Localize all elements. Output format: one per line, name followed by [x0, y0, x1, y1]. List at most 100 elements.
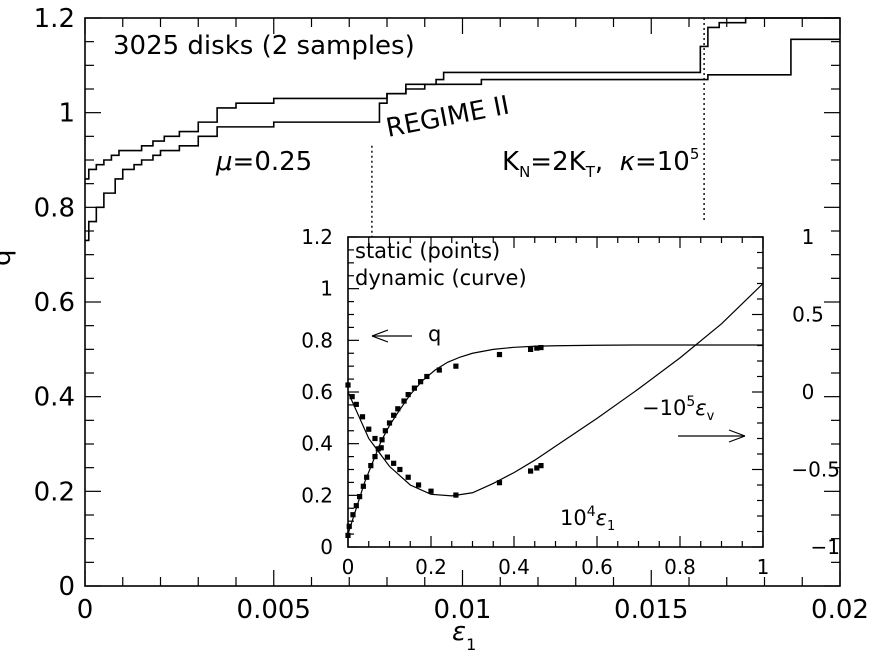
inset-ev-static-point	[453, 492, 459, 498]
inset-ev-static-point	[345, 382, 351, 388]
inset-legend-dynamic: dynamic (curve)	[355, 266, 527, 290]
inset-x-label-sub: 1	[607, 519, 615, 534]
inset-q-static-point	[372, 453, 378, 460]
inset-ev-static-point	[384, 454, 391, 460]
params-n-sub: N	[519, 163, 530, 181]
inset-y-left-tick-label: 0.2	[301, 483, 333, 507]
main-series-2-line	[85, 38, 840, 242]
params-sep: ,	[595, 147, 620, 177]
ev-label-eps: ε	[695, 396, 706, 420]
inset-series	[345, 283, 764, 538]
inset-y-right-tick-label: 0.5	[792, 303, 824, 327]
main-series-1-line	[85, 17, 840, 180]
inset-y-right-tick-label: −1	[811, 535, 840, 559]
inset-y-left-tick-label: 1.2	[301, 225, 333, 249]
q-arrow-label: q	[428, 322, 441, 346]
ev-label-exp: 5	[686, 394, 695, 410]
main-y-tick-label: 0.2	[34, 477, 75, 507]
main-ticks: 0 0.005 0.01 0.015 0.02 0 0.2 0.4 0.6 0.8 1 1.2	[34, 4, 869, 625]
inset-q-static-point	[534, 345, 540, 351]
main-series	[85, 17, 840, 242]
inset-y-right-tick-label: −0.5	[791, 458, 840, 482]
inset-y-right-tick-label: 0	[802, 380, 815, 404]
params-kappa: κ	[620, 147, 636, 177]
inset-x-tick-label: 0.6	[581, 555, 613, 579]
params-label: KN=2KT, κ=105	[502, 145, 699, 181]
inset-q-static-point	[345, 532, 351, 538]
params-eq: =10	[635, 147, 690, 177]
inset-y-left-tick-label: 0.6	[301, 380, 333, 404]
q-arrow	[371, 329, 412, 343]
inset-ev-dynamic-curve	[347, 283, 764, 497]
mu-value: =0.25	[233, 147, 313, 177]
inset-y-left-tick-label: 0.4	[301, 432, 333, 456]
main-dotted-lines	[371, 18, 705, 262]
inset-ticks: 0 0.2 0.4 0.6 0.8 100.20.40.60.811.2−1−0.500.…	[301, 225, 840, 579]
y-axis-label: q	[0, 249, 17, 266]
main-x-tick-label: 0.005	[237, 595, 311, 625]
inset-q-static-point	[360, 483, 366, 489]
inset-y-left-tick-label: 0.8	[301, 328, 333, 352]
q-arrow-head-top	[371, 329, 389, 337]
inset-ev-static-point	[534, 465, 540, 471]
inset-x-tick-label: 0.4	[498, 555, 530, 579]
inset-ev-static-point	[428, 488, 434, 494]
inset-q-static-point	[496, 351, 503, 358]
main-y-tick-label: 0.8	[34, 193, 75, 223]
inset-ev-static-point	[378, 445, 384, 451]
inset-ev-static-point	[415, 482, 422, 488]
inset-ev-static-point	[391, 460, 397, 466]
inset-q-static-point	[353, 503, 359, 509]
inset-q-static-point	[350, 512, 356, 518]
params-exp: 5	[690, 145, 700, 163]
inset-x-label-exp: 4	[587, 504, 596, 520]
inset-q-static-point	[368, 463, 374, 469]
inset-q-static-point	[538, 344, 544, 351]
inset-q-static-point	[395, 406, 401, 412]
ev-label: −105εv	[642, 394, 715, 424]
inset-q-static-point	[401, 398, 407, 404]
inset-ev-static-point	[538, 463, 544, 469]
inset-ev-static-point	[372, 435, 378, 442]
inset-q-static-point	[418, 379, 424, 385]
inset-q-static-point	[375, 446, 381, 452]
main-y-tick-label: 0.6	[34, 288, 75, 318]
inset-q-static-point	[379, 437, 385, 443]
regime-label: REGIME II	[384, 91, 512, 144]
inset-x-label-base: 10	[560, 506, 587, 530]
inset-y-left-tick-label: 1	[320, 277, 333, 301]
inset-x-label: 104ε1	[560, 504, 615, 534]
inset-x-tick-label: 1	[757, 555, 770, 579]
main-x-tick-label: 0	[77, 595, 94, 625]
inset-q-static-point	[528, 346, 534, 352]
inset-q-static-point	[391, 412, 397, 418]
inset-ev-static-point	[359, 414, 366, 420]
inset-q-static-point	[453, 363, 459, 369]
params-t-sub: T	[585, 163, 596, 181]
inset-q-static-point	[411, 385, 417, 391]
inset-q-static-point	[357, 494, 363, 500]
ev-label-prefix: −10	[642, 396, 686, 420]
inset-y-right-tick-label: 1	[802, 225, 815, 249]
inset-q-static-point	[364, 474, 370, 480]
inset-ev-static-point	[397, 466, 403, 473]
main-x-tick-label: 0.02	[811, 595, 869, 625]
params-k: K	[502, 147, 520, 177]
ev-arrow	[678, 429, 746, 443]
inset-x-label-eps: ε	[596, 506, 607, 530]
title-annotation: 3025 disks (2 samples)	[113, 31, 415, 61]
inset-ev-static-point	[366, 426, 372, 432]
main-y-tick-label: 0	[58, 572, 75, 602]
inset-ev-static-point	[528, 468, 534, 474]
ev-arrow-head-top	[728, 429, 746, 437]
mu-symbol: μ	[215, 147, 233, 177]
main-y-tick-label: 1	[58, 99, 75, 129]
inset-y-left-tick-label: 0	[320, 535, 333, 559]
main-y-tick-label: 0.4	[34, 383, 75, 413]
inset-q-static-point	[386, 420, 393, 426]
inset-x-tick-label: 0.8	[664, 555, 696, 579]
inset-legend-static: static (points)	[355, 239, 500, 263]
inset-background	[348, 237, 763, 547]
inset-ev-static-point	[405, 474, 411, 480]
